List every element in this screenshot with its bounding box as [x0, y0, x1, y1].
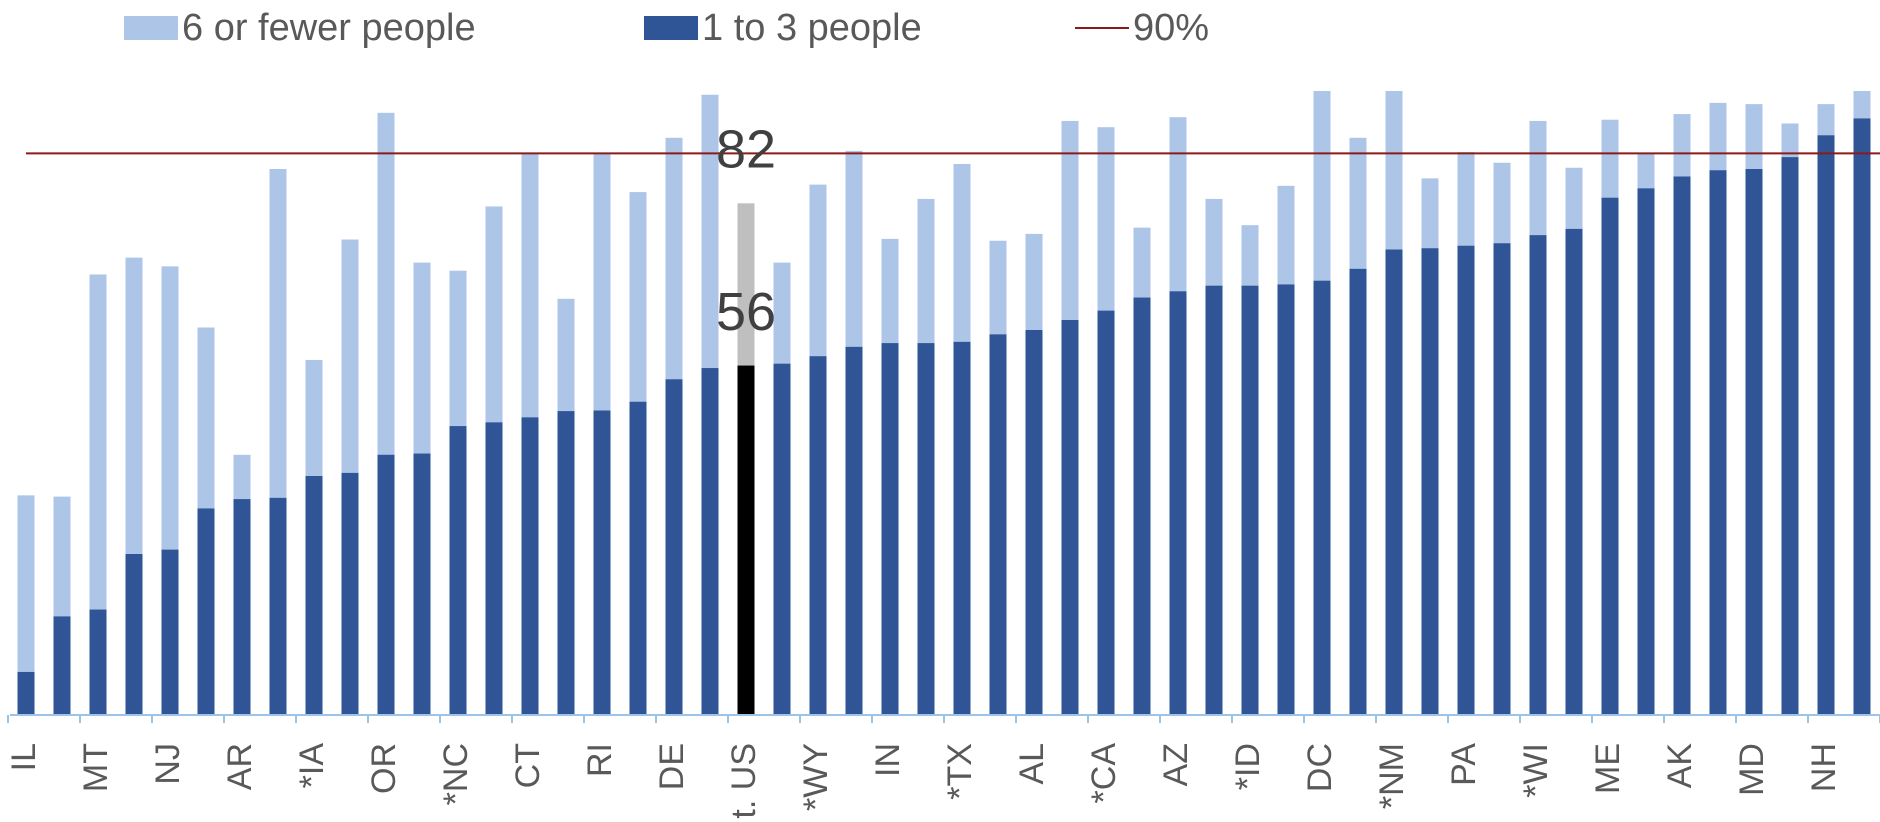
x-tick-label: AR — [221, 743, 259, 790]
bar — [1025, 329, 1043, 715]
bar — [701, 368, 719, 715]
x-tick-label: NH — [1805, 743, 1843, 792]
bar — [1061, 320, 1079, 715]
bar — [1421, 248, 1439, 716]
bar — [89, 274, 107, 715]
x-tick-label: t. US — [725, 743, 763, 819]
bar — [1637, 188, 1655, 715]
bar — [989, 334, 1007, 715]
data-label: 56 — [716, 282, 776, 342]
bar — [1601, 197, 1619, 716]
x-tick-label: IN — [869, 743, 907, 777]
bar — [1781, 157, 1799, 716]
legend-swatch — [644, 16, 698, 40]
x-tick-label: IL — [5, 743, 43, 771]
bar — [665, 379, 683, 715]
bar — [1853, 118, 1871, 716]
x-tick-label: MT — [77, 743, 115, 792]
bar — [1745, 169, 1763, 715]
bar — [305, 476, 323, 715]
x-tick-label: *TX — [941, 743, 979, 800]
bar — [233, 499, 251, 715]
bar — [377, 454, 395, 715]
legend-swatch — [124, 16, 178, 40]
legend-label: 6 or fewer people — [182, 7, 476, 49]
x-tick-label: DE — [653, 743, 691, 790]
x-tick-label: DC — [1301, 743, 1339, 792]
bar — [737, 365, 755, 715]
x-tick-label: RI — [581, 743, 619, 777]
legend-label: 90% — [1133, 7, 1209, 49]
x-tick-label: AZ — [1157, 743, 1195, 786]
bar — [1673, 176, 1691, 715]
x-tick-label: *ID — [1229, 743, 1267, 790]
bar — [1457, 245, 1475, 715]
bar — [125, 554, 143, 715]
bar — [593, 410, 611, 715]
x-tick-label: PA — [1445, 743, 1483, 786]
data-label: 82 — [716, 120, 776, 180]
x-tick-label: *IA — [293, 743, 331, 789]
bar — [629, 401, 647, 715]
bar — [269, 497, 287, 715]
bar — [845, 346, 863, 715]
x-tick-label: *NC — [437, 743, 475, 805]
bar — [1349, 268, 1367, 715]
bar — [1097, 310, 1115, 715]
bar — [1493, 243, 1511, 716]
bar — [1241, 285, 1259, 715]
bar — [773, 363, 791, 715]
x-tick-label: AL — [1013, 743, 1051, 785]
x-tick-label: CT — [509, 743, 547, 788]
x-tick-label: *WY — [797, 743, 835, 811]
bar — [1277, 284, 1295, 715]
bar — [1817, 135, 1835, 715]
x-tick-label: *CA — [1085, 743, 1123, 804]
bar — [1205, 285, 1223, 715]
bar — [953, 341, 971, 715]
bar — [1565, 228, 1583, 716]
bar — [413, 453, 431, 715]
bar — [557, 411, 575, 715]
x-tick-label: NJ — [149, 743, 187, 785]
bar — [1313, 280, 1331, 715]
bar — [1385, 249, 1403, 715]
bar — [449, 426, 467, 715]
bar — [17, 671, 35, 715]
bar — [809, 356, 827, 715]
bar — [1133, 297, 1151, 715]
bar — [1169, 291, 1187, 715]
bar — [881, 343, 899, 715]
bar — [1709, 170, 1727, 716]
bar — [17, 495, 35, 715]
bar — [341, 472, 359, 715]
bar — [89, 609, 107, 715]
x-tick-label: MD — [1733, 743, 1771, 796]
bar — [161, 549, 179, 715]
bar — [917, 343, 935, 715]
x-tick-label: OR — [365, 743, 403, 794]
bar — [485, 422, 503, 715]
x-tick-label: ME — [1589, 743, 1627, 794]
bar — [53, 616, 71, 715]
bar — [1529, 235, 1547, 716]
x-tick-label: AK — [1661, 743, 1699, 789]
x-tick-label: *WI — [1517, 743, 1555, 798]
legend-label: 1 to 3 people — [702, 7, 922, 49]
bar — [521, 417, 539, 715]
bar — [197, 508, 215, 715]
x-tick-label: *NM — [1373, 743, 1411, 809]
